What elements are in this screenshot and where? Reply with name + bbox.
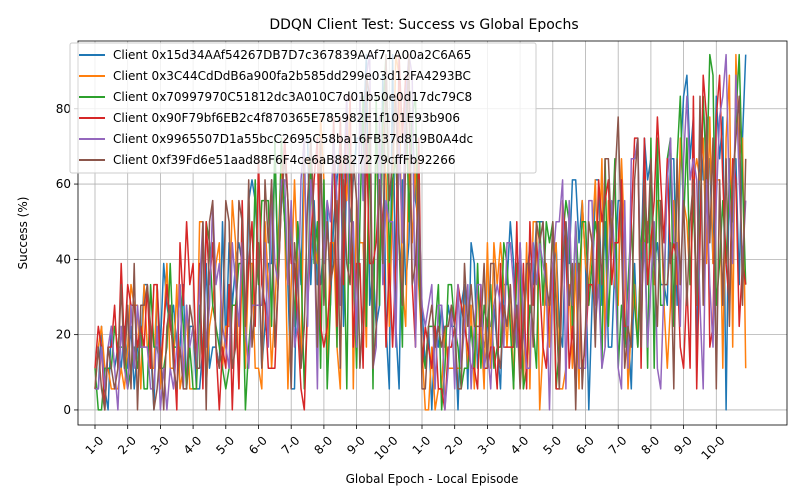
y-tick-label: 80 bbox=[56, 102, 71, 116]
y-tick-label: 40 bbox=[56, 252, 71, 266]
series-line bbox=[94, 53, 747, 411]
legend-label: Client 0x3C44CdDdB6a900fa2b585dd299e03d1… bbox=[113, 69, 471, 83]
legend-label: Client 0x9965507D1a55bcC2695C58ba16FB37d… bbox=[113, 132, 473, 146]
legend-box bbox=[69, 42, 537, 174]
chart-title: DDQN Client Test: Success vs Global Epoc… bbox=[269, 17, 578, 33]
legend-label: Client 0x90F79bf6EB2c4f870365E785982E1f1… bbox=[113, 111, 460, 125]
legend: Client 0x15d34AAf54267DB7D7c367839AAf71A… bbox=[69, 42, 537, 174]
y-tick-label: 0 bbox=[63, 403, 71, 417]
legend-label: Client 0xf39Fd6e51aad88F6F4ce6aB8827279c… bbox=[113, 153, 455, 167]
plot-frame bbox=[77, 40, 788, 426]
legend-label: Client 0x70997970C51812dc3A010C7d01b50e0… bbox=[113, 90, 472, 104]
y-tick-label: 60 bbox=[56, 177, 71, 191]
series-layer bbox=[94, 53, 747, 411]
x-axis-label: Global Epoch - Local Episode bbox=[346, 472, 519, 486]
legend-label: Client 0x15d34AAf54267DB7D7c367839AAf71A… bbox=[113, 48, 471, 62]
y-tick-label: 20 bbox=[56, 328, 71, 342]
y-axis-label: Success (%) bbox=[16, 197, 30, 270]
